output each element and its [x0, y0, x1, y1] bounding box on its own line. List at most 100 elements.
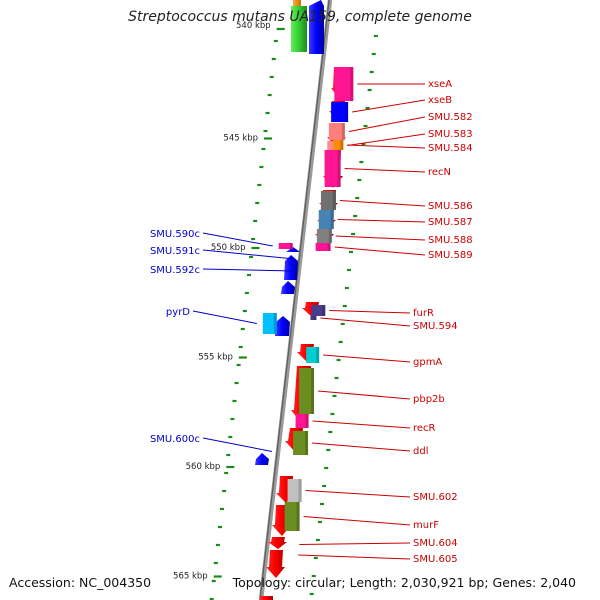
gene-box-shade	[330, 210, 334, 229]
gene-box-shade	[327, 243, 331, 251]
gene-box-shade	[322, 305, 326, 316]
gene-label[interactable]: SMU.586	[428, 201, 473, 212]
gene-label[interactable]: furR	[413, 308, 434, 319]
kbp-label: 565 kbp	[173, 572, 208, 582]
gene-label[interactable]: SMU.582	[428, 112, 473, 123]
gene-leader	[320, 317, 411, 327]
forward-gene-layer: xseA xseB SMU.582 SMU.583 SMU.584 recN SMU.586…	[284, 67, 473, 565]
gene-leader	[329, 310, 411, 314]
partial-feature-blue	[309, 0, 324, 54]
gene-label[interactable]: SMU.588	[428, 235, 473, 246]
gene-box-shade	[311, 368, 315, 414]
gene-label[interactable]: SMU.584	[428, 143, 473, 154]
gene-box-shade	[328, 229, 332, 243]
gene-leader	[344, 168, 426, 173]
gene-label[interactable]: SMU.602	[413, 492, 458, 503]
map-title: Streptococcus mutans UA159, complete gen…	[128, 9, 472, 25]
gene-label[interactable]: recR	[413, 423, 436, 434]
gene-box-shade	[332, 191, 336, 210]
gene-label[interactable]: xseB	[428, 95, 452, 106]
gene-label[interactable]: murF	[413, 520, 439, 531]
gene-box	[293, 431, 309, 455]
gene-label[interactable]: SMU.594	[413, 321, 458, 332]
gene-leader	[298, 554, 411, 560]
gene-label[interactable]: xseA	[428, 79, 452, 90]
cds-arrow	[255, 453, 269, 465]
gene-leader	[312, 420, 411, 429]
gene-label[interactable]: SMU.592c	[150, 265, 200, 276]
gene-box	[262, 313, 277, 334]
cds-arrow	[281, 281, 295, 294]
reverse-cds-arrows	[255, 247, 300, 465]
gene-box	[287, 479, 302, 502]
gene-label[interactable]: gpmA	[413, 357, 442, 368]
gene-box	[306, 347, 320, 363]
gene-box-shade	[340, 140, 344, 150]
gene-leader	[323, 354, 411, 363]
gene-box-shade	[345, 102, 349, 122]
gene-label[interactable]: SMU.583	[428, 129, 473, 140]
gene-leader	[317, 390, 411, 400]
gene-box	[299, 368, 315, 414]
cds-arrow	[275, 316, 290, 336]
gene-box-shade	[289, 243, 293, 249]
partial-feature-green	[291, 6, 307, 52]
gene-box	[278, 243, 293, 249]
gene-box	[333, 140, 344, 150]
partial-feature-orange	[293, 0, 301, 10]
gene-leader	[337, 219, 426, 223]
cds-arrow	[284, 255, 298, 280]
upper-partial-features	[291, 0, 324, 54]
gene-box	[334, 67, 354, 101]
gene-box-shade	[313, 316, 317, 320]
gene-box	[324, 150, 341, 187]
gene-leader	[334, 246, 426, 256]
gene-box	[311, 305, 326, 316]
gene-box	[310, 316, 317, 320]
cds-arrow	[260, 596, 273, 600]
accession-text: Accession: NC_004350	[9, 575, 152, 590]
gene-leader	[348, 116, 426, 132]
gene-label[interactable]: SMU.589	[428, 250, 473, 261]
gene-box	[284, 502, 300, 531]
gene-label[interactable]: ddl	[413, 446, 428, 457]
gene-label[interactable]: SMU.587	[428, 217, 473, 228]
gene-label[interactable]: SMU.604	[413, 538, 458, 549]
gene-leader	[202, 232, 273, 247]
kbp-label: 550 kbp	[211, 243, 246, 253]
kbp-scale: 540 kbp 545 kbp 550 kbp 555 kbp 560 kbp 565 k…	[173, 21, 285, 582]
gene-label[interactable]: SMU.605	[413, 554, 458, 565]
gene-box	[316, 229, 332, 243]
gene-label[interactable]: pyrD	[166, 307, 190, 318]
cds-arrow	[286, 247, 300, 252]
gene-box	[315, 243, 331, 251]
gene-box	[320, 191, 336, 210]
gene-box-shade	[305, 431, 309, 455]
gene-label[interactable]: SMU.600c	[150, 434, 200, 445]
gene-leader	[352, 99, 426, 113]
gene-box	[328, 123, 345, 140]
gene-label[interactable]: SMU.590c	[150, 229, 200, 240]
gene-label[interactable]: SMU.591c	[150, 246, 200, 257]
gene-leader	[335, 235, 426, 241]
tick-marks	[209, 34, 378, 600]
gene-box-shade	[341, 123, 345, 140]
gene-box-shade	[273, 313, 277, 334]
gene-label[interactable]: recN	[428, 167, 451, 178]
gene-leader	[305, 490, 411, 498]
gene-leader	[347, 144, 426, 149]
gene-leader	[303, 516, 411, 526]
gene-label[interactable]: pbp2b	[413, 394, 445, 405]
genome-backbone	[258, 0, 333, 600]
cds-arrow	[268, 537, 287, 549]
gene-box-shade	[296, 502, 300, 531]
kbp-label: 555 kbp	[198, 353, 233, 363]
gene-leader	[202, 249, 295, 260]
genome-summary-text: Topology: circular; Length: 2,030,921 bp…	[232, 575, 576, 590]
gene-box-shade	[298, 479, 302, 502]
gene-box-shade	[316, 347, 320, 363]
gene-box-shade	[305, 414, 309, 428]
kbp-label: 545 kbp	[223, 134, 258, 144]
